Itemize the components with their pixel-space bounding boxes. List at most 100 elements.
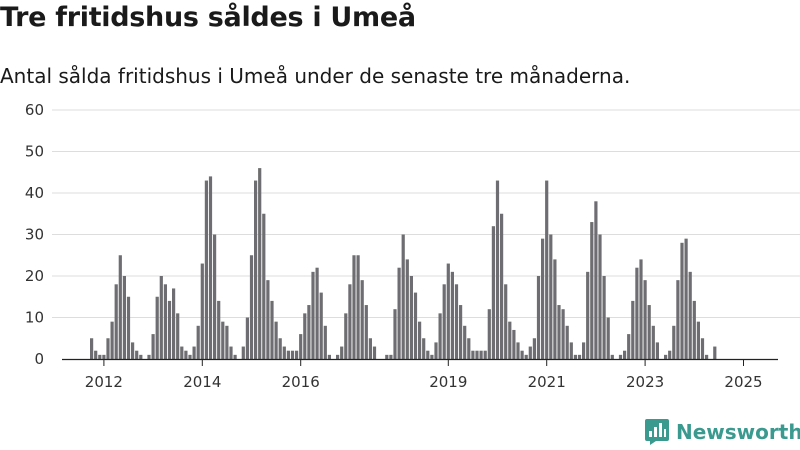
y-tick-label: 20	[25, 267, 44, 285]
bar	[278, 338, 282, 359]
bar	[155, 296, 159, 359]
bar	[397, 267, 401, 359]
bar	[569, 342, 573, 359]
bar	[196, 325, 200, 359]
bar	[151, 334, 155, 359]
chart-subtitle: Antal sålda fritidshus i Umeå under de s…	[0, 64, 631, 88]
bar	[180, 346, 184, 359]
bar	[352, 255, 356, 359]
bar	[590, 222, 594, 359]
bar	[467, 338, 471, 359]
bar	[122, 276, 126, 359]
y-axis-ticks: 0 10 20 30 40 50 60	[25, 101, 44, 368]
bar	[536, 276, 541, 359]
bar	[418, 321, 422, 359]
bar	[389, 354, 393, 359]
bar	[602, 276, 606, 359]
bar	[422, 338, 426, 359]
bar	[528, 346, 532, 359]
bar	[139, 354, 143, 359]
bar	[245, 317, 249, 359]
bar	[508, 321, 512, 359]
bar	[446, 263, 450, 359]
bar	[266, 280, 270, 359]
bar	[459, 305, 463, 359]
bar	[442, 284, 446, 359]
bar	[221, 321, 225, 359]
bar	[504, 284, 508, 359]
bar	[426, 350, 430, 359]
bar	[623, 350, 627, 359]
bar	[233, 354, 237, 359]
bar	[172, 288, 176, 359]
bar	[299, 334, 303, 359]
bar	[471, 350, 475, 359]
bar	[700, 338, 705, 359]
newsworthy-logo-icon	[645, 419, 669, 445]
y-tick-label: 10	[25, 309, 44, 327]
bar	[553, 259, 557, 359]
bar	[705, 354, 709, 359]
x-tick-label: 2023	[626, 373, 664, 391]
bar	[684, 238, 688, 359]
x-tick-label: 2025	[724, 373, 762, 391]
bar	[483, 350, 487, 359]
bar	[487, 309, 491, 359]
bar	[413, 292, 418, 359]
bar	[520, 350, 524, 359]
bar	[307, 305, 311, 359]
bar	[225, 325, 229, 359]
bar	[463, 325, 467, 359]
x-axis-ticks: 2012 2014 2016 2019 2021 2023 2025	[85, 360, 763, 391]
bar	[405, 259, 409, 359]
bar	[163, 284, 167, 359]
bar	[102, 354, 106, 359]
bar	[106, 338, 110, 359]
bar	[336, 354, 340, 359]
bar	[90, 338, 94, 359]
chart-title: Tre fritidshus såldes i Umeå	[0, 2, 416, 33]
bar	[495, 180, 500, 359]
bars	[90, 168, 717, 359]
bar	[147, 354, 151, 359]
bar	[176, 313, 180, 359]
y-tick-label: 60	[25, 101, 44, 119]
x-tick-label: 2021	[528, 373, 566, 391]
bar	[664, 354, 668, 359]
bar	[385, 354, 389, 359]
bar	[249, 255, 254, 359]
x-tick-label: 2016	[282, 373, 320, 391]
bar	[631, 300, 635, 359]
bar	[356, 255, 360, 359]
bar	[311, 271, 315, 359]
bar	[327, 354, 331, 359]
bar	[126, 296, 131, 359]
bar	[561, 309, 565, 359]
bar	[713, 346, 717, 359]
bar	[274, 321, 278, 359]
bar	[479, 350, 483, 359]
bar	[532, 338, 536, 359]
bar	[344, 313, 348, 359]
bar	[688, 271, 692, 359]
bar	[676, 280, 680, 359]
bar	[114, 284, 118, 359]
brand-logo: Newsworthy	[644, 418, 800, 446]
bar	[655, 342, 659, 359]
bar	[639, 259, 643, 359]
bar	[450, 271, 454, 359]
bar	[372, 346, 377, 359]
bar	[565, 325, 569, 359]
bar	[692, 300, 696, 359]
x-tick-label: 2014	[183, 373, 221, 391]
bar	[184, 350, 188, 359]
bar	[364, 305, 368, 359]
bar	[610, 354, 614, 359]
bar	[524, 354, 528, 359]
bar	[204, 180, 208, 359]
bar	[131, 342, 135, 359]
bar	[598, 234, 602, 359]
bar	[229, 346, 233, 359]
bar	[200, 263, 204, 359]
bar	[135, 350, 139, 359]
